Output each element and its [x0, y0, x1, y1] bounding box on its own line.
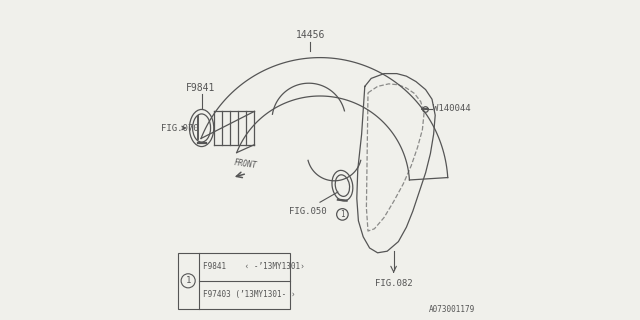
Text: FIG.070: FIG.070 [161, 124, 198, 132]
Text: FIG.050: FIG.050 [289, 207, 326, 216]
Text: 1: 1 [340, 210, 345, 219]
Text: 1: 1 [186, 276, 191, 285]
Text: F97403 (’13MY1301- ›: F97403 (’13MY1301- › [204, 290, 296, 299]
Text: FRONT: FRONT [234, 158, 258, 170]
Text: A073001179: A073001179 [429, 305, 475, 314]
Text: F9841: F9841 [186, 83, 216, 93]
Text: W140044: W140044 [433, 104, 470, 113]
Text: 14456: 14456 [296, 30, 325, 40]
Text: F9841    ‹ -’13MY1301›: F9841 ‹ -’13MY1301› [204, 262, 305, 271]
Text: FIG.082: FIG.082 [375, 279, 412, 288]
